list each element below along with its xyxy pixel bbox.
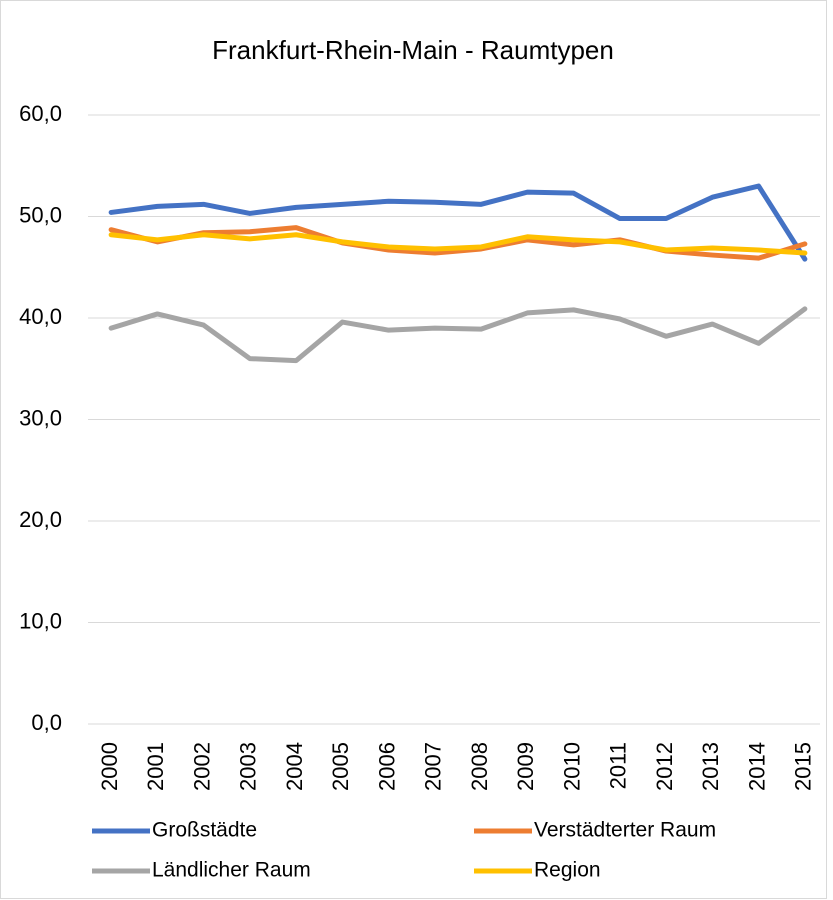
legend-label: Region [534, 859, 601, 882]
x-tick-label: 2012 [652, 742, 677, 791]
x-tick-label: 2009 [513, 742, 538, 791]
x-tick-label: 2001 [143, 742, 168, 791]
series-line [108, 232, 808, 256]
y-tick-label: 20,0 [19, 507, 62, 532]
x-tick-label: 2007 [421, 742, 446, 791]
x-tick-label: 2004 [282, 742, 307, 791]
chart-title: Frankfurt-Rhein-Main - Raumtypen [212, 35, 614, 65]
legend-label: Ländlicher Raum [152, 859, 311, 882]
legend-label: Großstädte [152, 819, 257, 842]
y-tick-label: 10,0 [19, 608, 62, 633]
series-line [108, 225, 808, 261]
y-tick-label: 30,0 [19, 405, 62, 430]
x-tick-label: 2005 [328, 742, 353, 791]
x-tick-label: 2015 [791, 742, 816, 791]
y-tick-label: 0,0 [31, 710, 62, 735]
y-tick-label: 40,0 [19, 304, 62, 329]
x-tick-label: 2000 [97, 742, 122, 791]
x-tick-label: 2011 [606, 742, 631, 789]
x-tick-label: 2013 [698, 742, 723, 791]
x-tick-label: 2006 [374, 742, 399, 791]
x-tick-label: 2014 [744, 742, 769, 791]
x-tick-label: 2010 [559, 742, 584, 791]
legend-label: Verstädterter Raum [534, 819, 716, 842]
y-tick-label: 50,0 [19, 202, 62, 227]
y-tick-label: 60,0 [19, 101, 62, 126]
series-line [108, 183, 808, 262]
x-tick-label: 2008 [467, 742, 492, 791]
x-tick-label: 2003 [236, 742, 261, 791]
series-line [108, 306, 808, 364]
x-tick-label: 2002 [189, 742, 214, 791]
